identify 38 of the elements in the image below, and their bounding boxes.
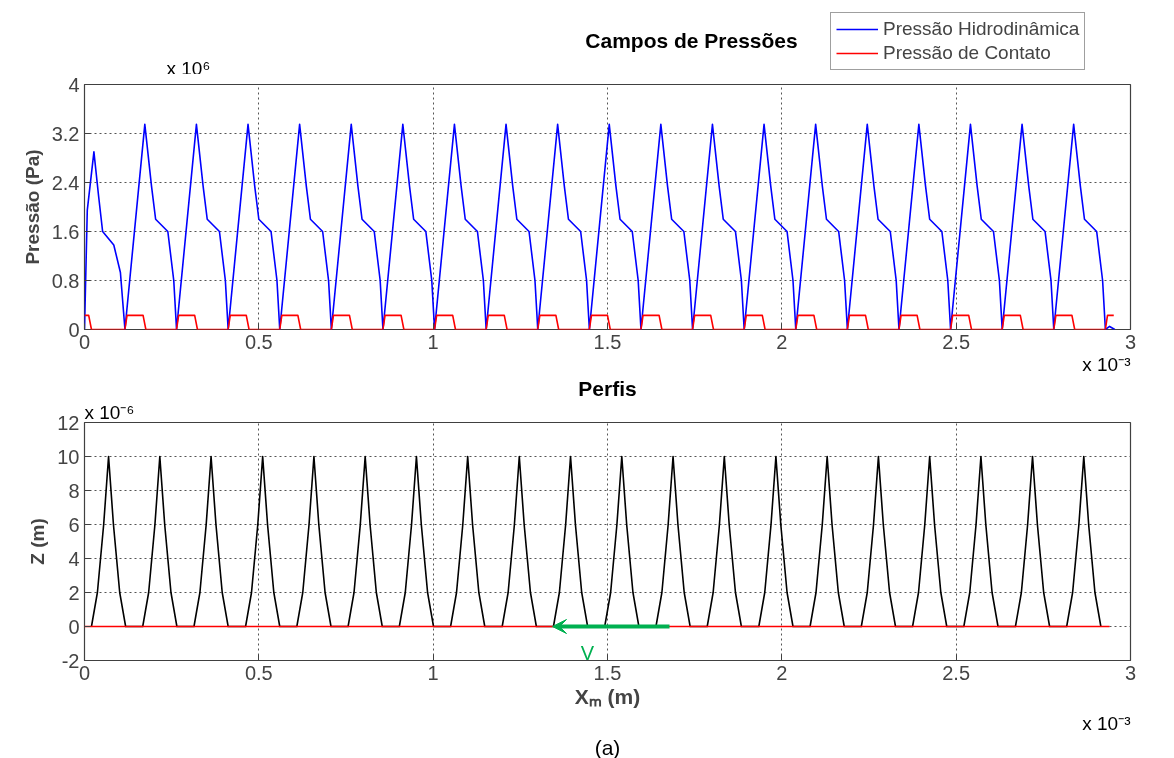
text: x 10⁻³: [1082, 353, 1131, 375]
legend-label: Pressão Hidrodinâmica: [883, 18, 1080, 40]
y-tick-label: 6: [68, 513, 80, 536]
x-tick-label: 2.5: [942, 330, 971, 353]
x-tick-label: 0.5: [244, 330, 273, 353]
chart-title: Campos de Pressões: [585, 29, 798, 52]
y-tick-label: 4: [68, 73, 80, 96]
y-tick-label: 0: [68, 615, 80, 638]
y-tick-label: 8: [68, 479, 80, 502]
x-axis-title: Xₘ (m): [574, 684, 641, 708]
y-axis-title: Pressão (Pa): [21, 149, 43, 265]
text: x 10⁻³: [1082, 712, 1131, 734]
legend-label: Pressão de Contato: [883, 42, 1051, 64]
x-tick-label: 2: [776, 330, 788, 353]
y-tick-label: 0.8: [51, 269, 80, 292]
x-tick-label: 3: [1124, 330, 1137, 353]
y-tick-label: 2.4: [51, 171, 80, 194]
x-tick-label: 2: [776, 661, 788, 684]
chart-title: Perfis: [578, 376, 637, 400]
y-tick-label: -2: [61, 649, 80, 672]
y-tick-label: 1.6: [51, 220, 80, 243]
line-series: [84, 123, 1116, 330]
y-tick-label: 3.2: [51, 122, 80, 145]
x-tick-label: 0.5: [244, 661, 273, 684]
y-axis-title: Z (m): [27, 518, 49, 565]
x-tick-label: 1: [427, 661, 439, 684]
annotation: x 10⁻⁶: [84, 401, 135, 423]
y-tick-label: 4: [68, 547, 80, 570]
x-tick-label: 3: [1124, 661, 1137, 684]
y-tick-label: 2: [68, 581, 80, 604]
y-tick-label: 10: [57, 445, 80, 468]
y-tick-label: 12: [57, 411, 80, 434]
x-tick-label: 1.5: [593, 330, 622, 353]
x-tick-label: 2.5: [942, 661, 971, 684]
x-tick-label: 1: [427, 330, 439, 353]
text: (a): [594, 735, 621, 758]
x-tick-label: 1.5: [593, 661, 622, 684]
annotation: V: [580, 641, 595, 664]
